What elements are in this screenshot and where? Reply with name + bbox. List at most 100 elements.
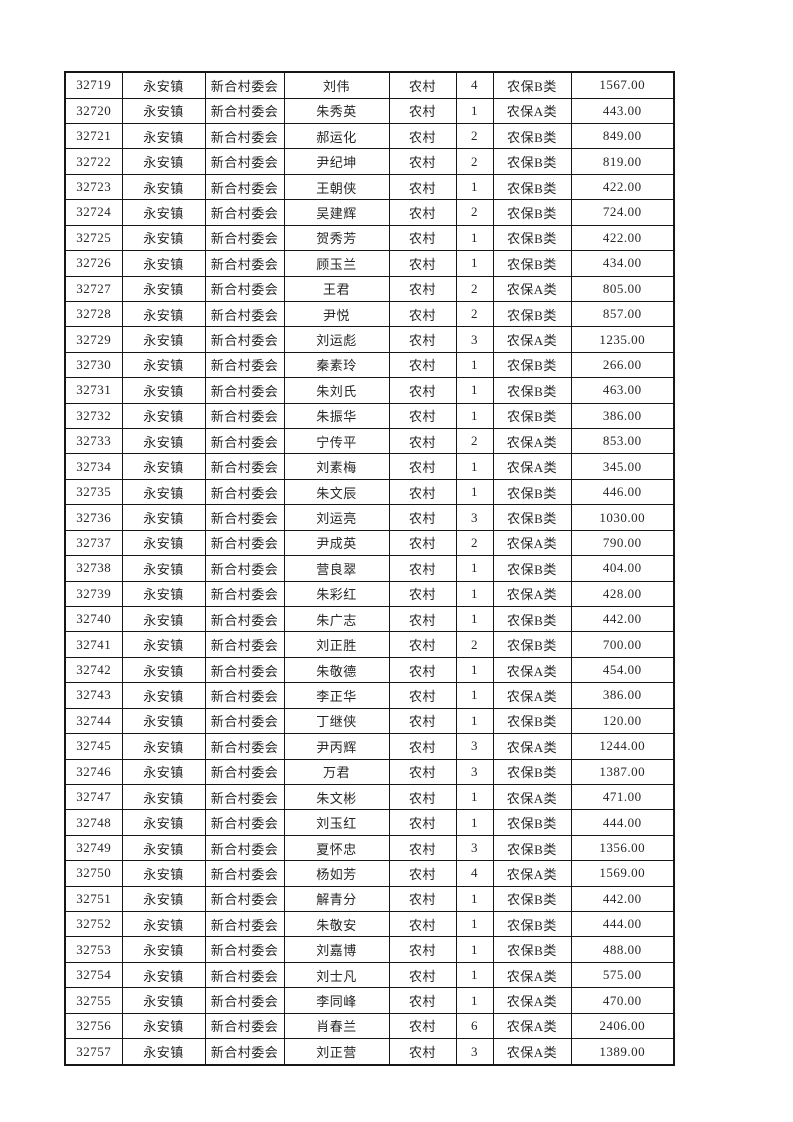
- cell-count: 1: [455, 911, 494, 938]
- cell-category: 农保B类: [492, 504, 572, 531]
- cell-name: 营良翠: [283, 555, 390, 582]
- cell-amount: 444.00: [570, 809, 675, 836]
- table-row: 32726 永安镇 新合村委会 顾玉兰 农村 1 农保B类 434.00: [64, 250, 675, 277]
- cell-name: 刘运亮: [283, 504, 390, 531]
- cell-name: 朱振华: [283, 402, 390, 430]
- table-row: 32740 永安镇 新合村委会 朱广志 农村 1 农保B类 442.00: [64, 605, 675, 633]
- cell-count: 1: [455, 961, 494, 989]
- cell-category: 农保A类: [492, 529, 572, 557]
- cell-village: 新合村委会: [204, 71, 285, 99]
- cell-town: 永安镇: [121, 707, 206, 735]
- cell-category: 农保B类: [492, 631, 572, 658]
- cell-amount: 446.00: [570, 478, 675, 506]
- cell-count: 2: [455, 148, 494, 175]
- cell-category: 农保B类: [492, 122, 572, 150]
- cell-id: 32736: [64, 504, 123, 531]
- cell-category: 农保A类: [492, 1038, 572, 1066]
- cell-residence: 农村: [388, 300, 457, 328]
- table-row: 32732 永安镇 新合村委会 朱振华 农村 1 农保B类 386.00: [64, 402, 675, 430]
- cell-name: 朱彩红: [283, 580, 390, 608]
- cell-village: 新合村委会: [204, 351, 285, 379]
- cell-town: 永安镇: [121, 580, 206, 608]
- cell-village: 新合村委会: [204, 758, 285, 785]
- cell-id: 32749: [64, 834, 123, 862]
- cell-id: 32741: [64, 631, 123, 658]
- cell-category: 农保B类: [492, 224, 572, 252]
- table-row: 32730 永安镇 新合村委会 秦素玲 农村 1 农保B类 266.00: [64, 351, 675, 379]
- cell-amount: 434.00: [570, 250, 675, 277]
- cell-id: 32747: [64, 783, 123, 811]
- cell-town: 永安镇: [121, 300, 206, 328]
- cell-amount: 404.00: [570, 555, 675, 582]
- cell-name: 贺秀芳: [283, 224, 390, 252]
- cell-town: 永安镇: [121, 402, 206, 430]
- table-row: 32750 永安镇 新合村委会 杨如芳 农村 4 农保A类 1569.00: [64, 860, 675, 887]
- cell-residence: 农村: [388, 936, 457, 963]
- cell-count: 1: [455, 580, 494, 608]
- cell-category: 农保A类: [492, 860, 572, 887]
- cell-count: 1: [455, 250, 494, 277]
- cell-amount: 2406.00: [570, 1012, 675, 1040]
- cell-amount: 120.00: [570, 707, 675, 735]
- cell-amount: 819.00: [570, 148, 675, 175]
- cell-residence: 农村: [388, 351, 457, 379]
- cell-village: 新合村委会: [204, 885, 285, 913]
- cell-name: 夏怀忠: [283, 834, 390, 862]
- cell-id: 32739: [64, 580, 123, 608]
- cell-id: 32744: [64, 707, 123, 735]
- cell-amount: 1030.00: [570, 504, 675, 531]
- cell-id: 32731: [64, 377, 123, 404]
- cell-town: 永安镇: [121, 97, 206, 124]
- cell-name: 刘士凡: [283, 961, 390, 989]
- cell-id: 32752: [64, 911, 123, 938]
- table-row: 32723 永安镇 新合村委会 王朝侠 农村 1 农保B类 422.00: [64, 173, 675, 201]
- cell-name: 郝运化: [283, 122, 390, 150]
- cell-count: 1: [455, 478, 494, 506]
- cell-residence: 农村: [388, 122, 457, 150]
- cell-amount: 422.00: [570, 224, 675, 252]
- table-row: 32722 永安镇 新合村委会 尹纪坤 农村 2 农保B类 819.00: [64, 148, 675, 175]
- cell-count: 1: [455, 97, 494, 124]
- cell-name: 秦素玲: [283, 351, 390, 379]
- cell-residence: 农村: [388, 453, 457, 480]
- pension-benefits-table: 32719 永安镇 新合村委会 刘伟 农村 4 农保B类 1567.00 32720 永安镇 新合村…: [64, 71, 675, 1066]
- cell-name: 尹成英: [283, 529, 390, 557]
- cell-category: 农保B类: [492, 71, 572, 99]
- cell-town: 永安镇: [121, 733, 206, 760]
- cell-village: 新合村委会: [204, 682, 285, 709]
- table-row: 32746 永安镇 新合村委会 万君 农村 3 农保B类 1387.00: [64, 758, 675, 785]
- cell-count: 1: [455, 885, 494, 913]
- cell-town: 永安镇: [121, 250, 206, 277]
- cell-id: 32722: [64, 148, 123, 175]
- cell-category: 农保B类: [492, 173, 572, 201]
- cell-residence: 农村: [388, 834, 457, 862]
- cell-id: 32719: [64, 71, 123, 99]
- cell-amount: 849.00: [570, 122, 675, 150]
- cell-count: 2: [455, 122, 494, 150]
- cell-id: 32724: [64, 199, 123, 226]
- cell-name: 宁传平: [283, 428, 390, 455]
- cell-name: 刘运彪: [283, 326, 390, 353]
- cell-residence: 农村: [388, 758, 457, 785]
- cell-village: 新合村委会: [204, 224, 285, 252]
- cell-category: 农保B类: [492, 250, 572, 277]
- cell-category: 农保A类: [492, 326, 572, 353]
- cell-name: 刘伟: [283, 71, 390, 99]
- cell-town: 永安镇: [121, 834, 206, 862]
- cell-village: 新合村委会: [204, 326, 285, 353]
- cell-town: 永安镇: [121, 987, 206, 1014]
- cell-count: 1: [455, 402, 494, 430]
- cell-name: 肖春兰: [283, 1012, 390, 1040]
- cell-name: 吴建辉: [283, 199, 390, 226]
- cell-id: 32754: [64, 961, 123, 989]
- cell-residence: 农村: [388, 631, 457, 658]
- cell-count: 2: [455, 300, 494, 328]
- cell-residence: 农村: [388, 173, 457, 201]
- cell-amount: 790.00: [570, 529, 675, 557]
- cell-category: 农保A类: [492, 682, 572, 709]
- cell-name: 丁继侠: [283, 707, 390, 735]
- cell-amount: 1235.00: [570, 326, 675, 353]
- cell-residence: 农村: [388, 71, 457, 99]
- cell-town: 永安镇: [121, 504, 206, 531]
- cell-count: 1: [455, 936, 494, 963]
